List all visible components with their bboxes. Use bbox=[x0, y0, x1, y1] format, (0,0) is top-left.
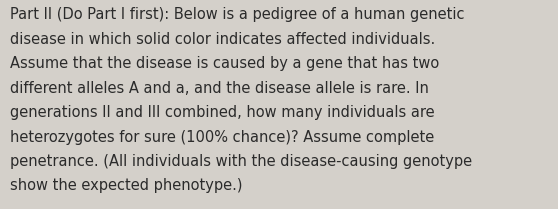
Text: show the expected phenotype.): show the expected phenotype.) bbox=[10, 178, 243, 194]
Text: Part II (Do Part I first): Below is a pedigree of a human genetic: Part II (Do Part I first): Below is a pe… bbox=[10, 7, 465, 22]
Text: heterozygotes for sure (100% chance)? Assume complete: heterozygotes for sure (100% chance)? As… bbox=[10, 130, 434, 145]
Text: penetrance. (All individuals with the disease-causing genotype: penetrance. (All individuals with the di… bbox=[10, 154, 472, 169]
Text: generations II and III combined, how many individuals are: generations II and III combined, how man… bbox=[10, 105, 435, 120]
Text: different alleles A and a, and the disease allele is rare. In: different alleles A and a, and the disea… bbox=[10, 81, 429, 96]
Text: disease in which solid color indicates affected individuals.: disease in which solid color indicates a… bbox=[10, 32, 435, 47]
Text: Assume that the disease is caused by a gene that has two: Assume that the disease is caused by a g… bbox=[10, 56, 439, 71]
